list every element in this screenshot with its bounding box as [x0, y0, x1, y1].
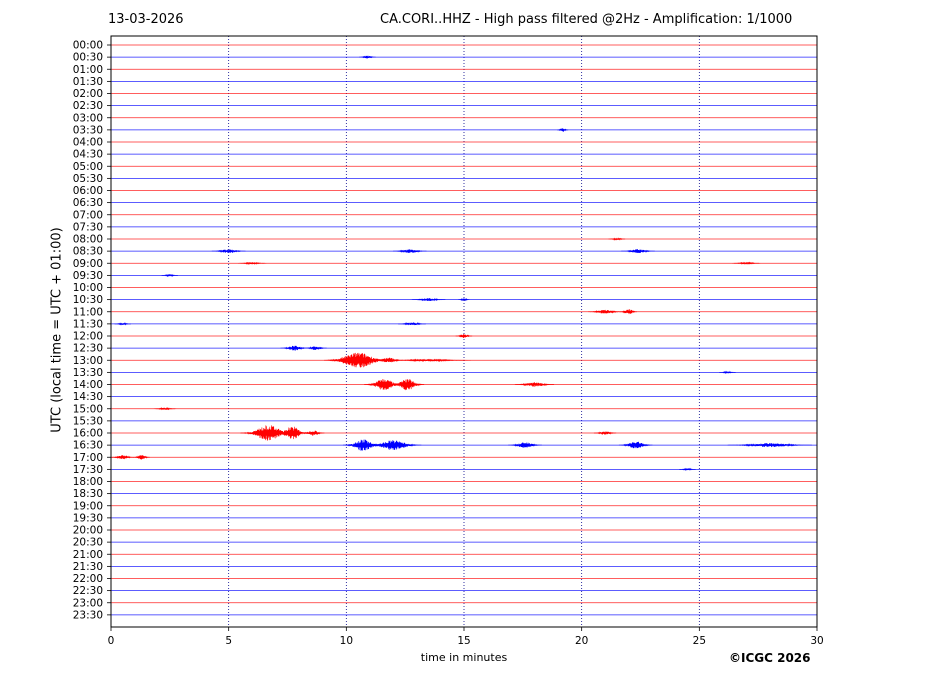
- y-tick-label: 00:00: [73, 40, 103, 52]
- trace-1400-burst-1: [390, 379, 425, 391]
- plot-frame: [110, 35, 818, 628]
- trace-1100-burst-1: [620, 309, 637, 315]
- y-tick-label: 06:00: [73, 185, 103, 197]
- plot-date: 13-03-2026: [108, 12, 184, 27]
- y-tick-label: 22:00: [73, 573, 103, 585]
- y-tick-label: 15:30: [73, 415, 103, 427]
- y-tick-label: 19:30: [73, 512, 103, 524]
- trace-1330-burst-0: [719, 370, 736, 375]
- trace-1730-burst-0: [679, 467, 696, 471]
- y-tick-label: 23:30: [73, 609, 103, 621]
- y-tick-label: 10:00: [73, 282, 103, 294]
- y-tick-label: 08:30: [73, 246, 103, 258]
- y-tick-label: 19:00: [73, 500, 103, 512]
- y-tick-label: 16:00: [73, 428, 103, 440]
- trace-1630-burst-1: [365, 440, 422, 450]
- trace-0830-burst-2: [621, 249, 655, 253]
- y-tick-label: 03:00: [73, 112, 103, 124]
- y-tick-label: 23:00: [73, 597, 103, 609]
- y-tick-label: 05:30: [73, 173, 103, 185]
- y-tick-label: 17:00: [73, 452, 103, 464]
- trace-1300-burst-2: [386, 358, 471, 363]
- y-tick-label: 14:30: [73, 391, 103, 403]
- y-tick-label: 14:00: [73, 379, 103, 391]
- x-tick-label: 5: [225, 635, 232, 647]
- copyright-label: ©ICGC 2026: [729, 651, 811, 665]
- y-tick-label: 11:00: [73, 306, 103, 318]
- y-tick-label: 01:00: [73, 64, 103, 76]
- y-tick-label: 12:30: [73, 343, 103, 355]
- y-tick-label: 11:30: [73, 318, 103, 330]
- y-tick-label: 21:30: [73, 561, 103, 573]
- trace-0030-burst-0: [359, 55, 376, 59]
- trace-1600-burst-3: [593, 431, 617, 435]
- trace-1030-burst-1: [458, 297, 470, 302]
- x-axis-label: time in minutes: [420, 651, 508, 664]
- y-tick-label: 01:30: [73, 76, 103, 88]
- y-tick-label: 22:30: [73, 585, 103, 597]
- y-tick-label: 15:00: [73, 403, 103, 415]
- trace-1700-burst-0: [111, 454, 134, 460]
- trace-1630-burst-4: [727, 443, 813, 448]
- chart-title: CA.CORI..HHZ - High pass filtered @2Hz -…: [380, 12, 793, 27]
- y-tick-label: 00:30: [73, 52, 103, 64]
- y-tick-label: 18:00: [73, 476, 103, 488]
- trace-1130-burst-0: [114, 322, 131, 326]
- trace-0330-burst-0: [557, 128, 569, 132]
- trace-0830-burst-1: [392, 249, 427, 254]
- y-tick-label: 09:00: [73, 258, 103, 270]
- trace-1630-burst-3: [618, 441, 653, 449]
- trace-1200-burst-0: [455, 334, 473, 339]
- trace-1100-burst-0: [588, 309, 622, 314]
- y-tick-label: 09:30: [73, 270, 103, 282]
- y-tick-label: 02:00: [73, 88, 103, 100]
- x-tick-label: 0: [108, 635, 115, 647]
- trace-1500-burst-0: [153, 407, 177, 411]
- y-tick-label: 13:30: [73, 367, 103, 379]
- y-tick-label: 13:00: [73, 355, 103, 367]
- trace-0900-burst-0: [238, 261, 267, 266]
- trace-0800-burst-0: [608, 237, 626, 241]
- trace-1700-burst-1: [133, 455, 150, 460]
- y-tick-label: 16:30: [73, 440, 103, 452]
- x-tick-label: 20: [575, 635, 588, 647]
- trace-1130-burst-1: [398, 322, 427, 326]
- trace-0830-burst-0: [211, 249, 246, 254]
- trace-1400-burst-2: [514, 382, 555, 388]
- y-tick-label: 10:30: [73, 294, 103, 306]
- y-tick-label: 08:00: [73, 234, 103, 246]
- y-tick-label: 17:30: [73, 464, 103, 476]
- x-tick-label: 10: [340, 635, 353, 647]
- y-tick-label: 05:00: [73, 161, 103, 173]
- trace-1630-burst-2: [508, 442, 542, 448]
- trace-1600-burst-2: [302, 430, 325, 436]
- trace-0930-burst-0: [161, 273, 179, 278]
- y-tick-label: 18:30: [73, 488, 103, 500]
- y-tick-label: 07:00: [73, 209, 103, 221]
- y-tick-label: 20:00: [73, 525, 103, 537]
- x-tick-label: 15: [457, 635, 470, 647]
- trace-1230-burst-0: [280, 345, 309, 351]
- x-tick-label: 25: [693, 635, 706, 647]
- y-tick-label: 03:30: [73, 124, 103, 136]
- y-tick-label: 21:00: [73, 549, 103, 561]
- trace-0900-burst-1: [732, 261, 761, 265]
- x-tick-label: 30: [810, 635, 823, 647]
- trace-1230-burst-1: [304, 346, 327, 350]
- y-tick-label: 07:30: [73, 221, 103, 233]
- y-tick-label: 04:00: [73, 137, 103, 149]
- y-tick-label: 20:30: [73, 537, 103, 549]
- trace-1600-burst-1: [275, 426, 310, 440]
- y-tick-label: 12:00: [73, 331, 103, 343]
- y-tick-label: 06:30: [73, 197, 103, 209]
- y-tick-label: 04:30: [73, 149, 103, 161]
- trace-1030-burst-0: [411, 297, 446, 302]
- y-tick-label: 02:30: [73, 100, 103, 112]
